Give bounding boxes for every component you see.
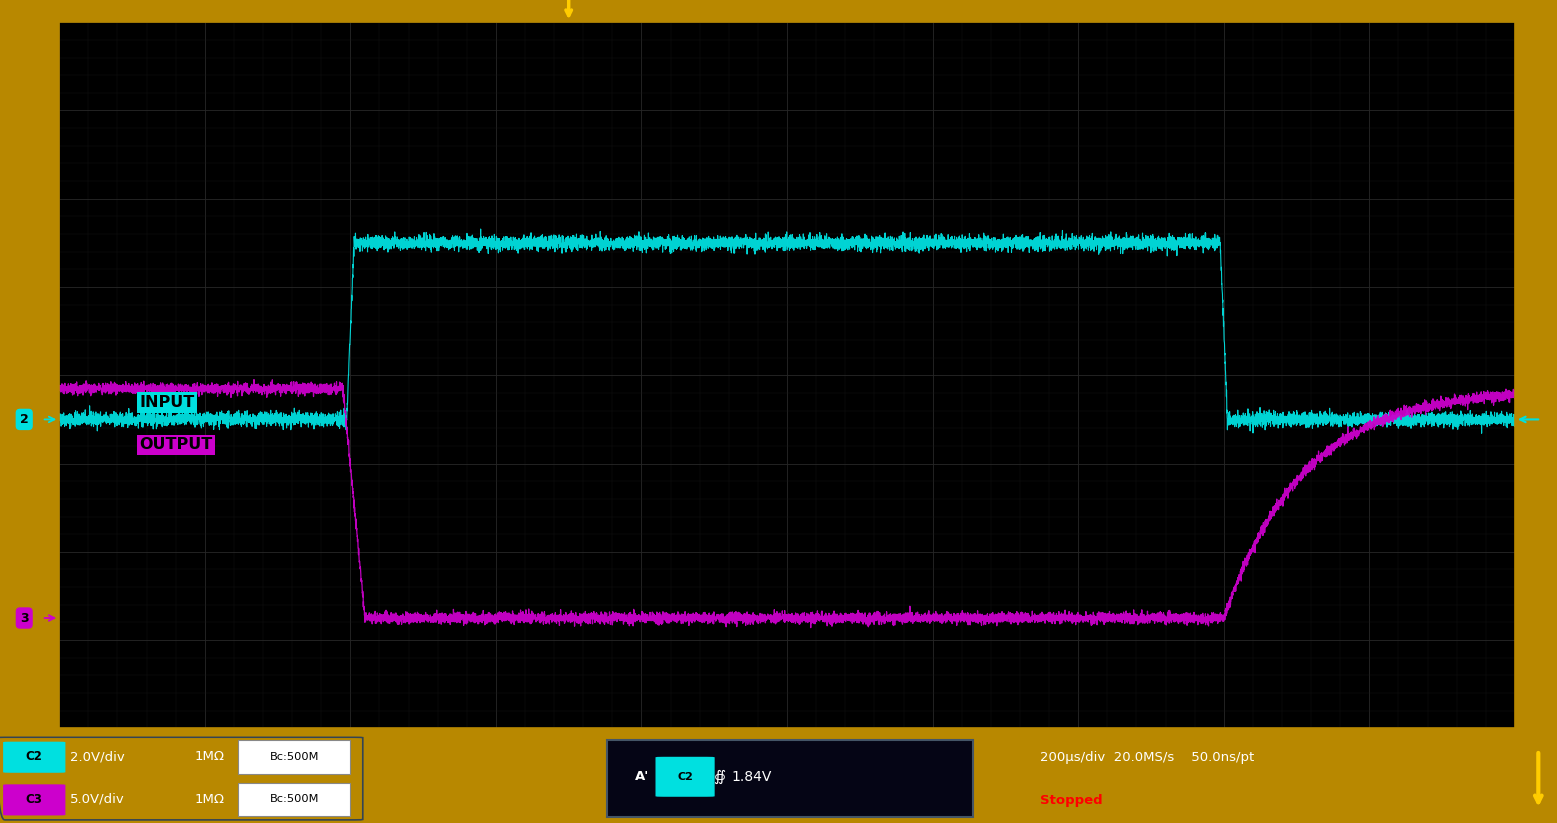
Text: ∯: ∯ [713, 770, 726, 784]
Text: 1MΩ: 1MΩ [195, 793, 224, 806]
Text: Stopped: Stopped [1040, 794, 1102, 807]
Text: Bᴄ:500M: Bᴄ:500M [269, 751, 319, 762]
Text: 1MΩ: 1MΩ [195, 751, 224, 763]
FancyBboxPatch shape [238, 783, 350, 816]
Text: 200μs/div  20.0MS/s    50.0ns/pt: 200μs/div 20.0MS/s 50.0ns/pt [1040, 751, 1255, 764]
Text: OUTPUT: OUTPUT [139, 438, 212, 453]
FancyBboxPatch shape [238, 740, 350, 774]
Text: 2: 2 [20, 413, 28, 426]
Text: 2.0V/div: 2.0V/div [70, 751, 125, 763]
Text: 1.84V: 1.84V [732, 770, 772, 783]
Text: 3: 3 [20, 611, 28, 625]
Text: C2: C2 [677, 772, 693, 782]
FancyBboxPatch shape [607, 740, 973, 817]
Text: A': A' [635, 770, 649, 783]
Text: C3: C3 [26, 793, 42, 806]
Text: Bᴄ:500M: Bᴄ:500M [269, 794, 319, 804]
FancyBboxPatch shape [3, 742, 65, 773]
Text: INPUT: INPUT [139, 395, 195, 410]
FancyBboxPatch shape [655, 757, 715, 797]
Text: C2: C2 [26, 751, 42, 763]
Text: 5.0V/div: 5.0V/div [70, 793, 125, 806]
FancyBboxPatch shape [3, 784, 65, 816]
